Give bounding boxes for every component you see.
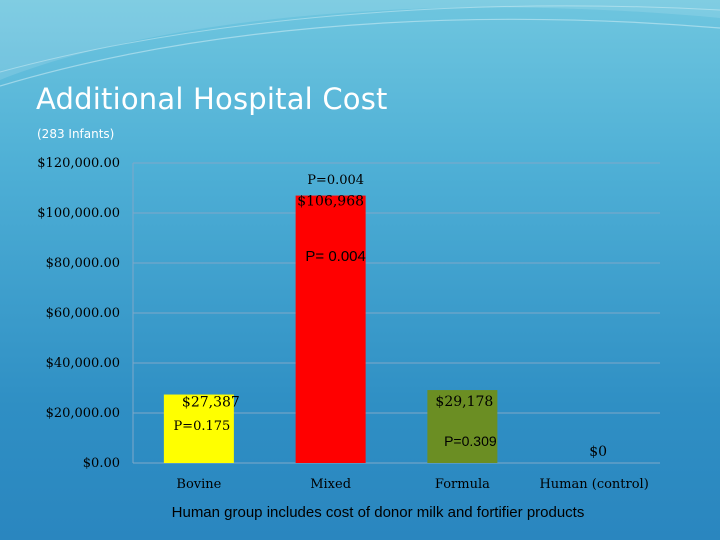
- data-label: $106,968: [297, 194, 364, 210]
- y-tick-label: $120,000.00: [37, 156, 120, 171]
- y-tick-label: $0.00: [83, 456, 120, 471]
- slide-subtitle: (283 Infants): [37, 127, 115, 141]
- slide-title: Additional Hospital Cost: [36, 82, 388, 116]
- y-tick-label: $80,000.00: [46, 256, 120, 271]
- chart-footnote: Human group includes cost of donor milk …: [171, 504, 585, 521]
- x-category-label: Mixed: [310, 477, 351, 492]
- x-category-label: Bovine: [176, 477, 221, 492]
- decorative-swoosh: [0, 0, 720, 87]
- data-label: $27,387: [182, 395, 240, 411]
- labels: Bovine Mixed Formula Human (control) $27,387…: [173, 173, 648, 492]
- bar-mixed: [295, 195, 366, 463]
- bars: [163, 195, 498, 463]
- bar-formula: [427, 390, 498, 463]
- data-label: $29,178: [435, 394, 493, 410]
- y-tick-label: $40,000.00: [46, 356, 120, 371]
- p-value-annotation: P=0.309: [444, 433, 497, 449]
- data-label: $0: [589, 444, 607, 460]
- gridlines: [133, 162, 660, 464]
- x-category-label: Human (control): [539, 477, 648, 492]
- y-tick-label: $60,000.00: [46, 306, 120, 321]
- y-tick-label: $100,000.00: [37, 206, 120, 221]
- y-tick-label: $20,000.00: [46, 406, 120, 421]
- p-value-annotation: P= 0.004: [305, 248, 365, 265]
- p-value-annotation: P=0.175: [173, 419, 230, 434]
- y-axis: $0.00 $20,000.00 $40,000.00 $60,000.00 $80,0…: [37, 156, 134, 471]
- p-value-annotation: P=0.004: [307, 173, 364, 188]
- bar-bovine: [163, 394, 234, 463]
- x-category-label: Formula: [435, 477, 490, 492]
